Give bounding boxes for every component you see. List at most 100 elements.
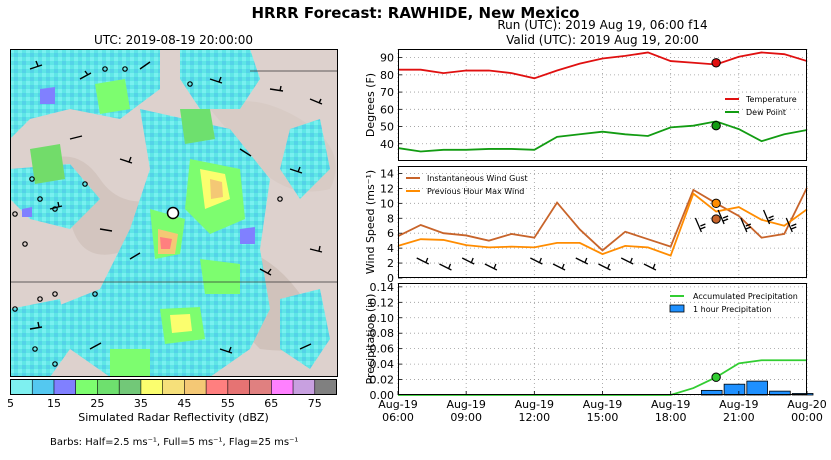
bar	[723, 383, 746, 396]
colorbar-cell	[162, 379, 185, 395]
run-line: Run (UTC): 2019 Aug 19, 06:00 f14	[497, 18, 708, 32]
station-marker	[166, 206, 180, 220]
colorbar-cell	[10, 379, 33, 395]
wind-barbs	[29, 60, 323, 354]
legend-label: Temperature	[745, 95, 797, 104]
colorbar-tick-label: 35	[134, 397, 148, 410]
colorbar-cell	[206, 379, 229, 395]
colorbar-cell	[293, 379, 316, 395]
figure-title: HRRR Forecast: RAWHIDE, New Mexico	[251, 4, 580, 22]
map-frame	[10, 49, 338, 377]
current-marker	[711, 58, 721, 68]
xtick-label: 18:00	[655, 411, 687, 424]
wind-barb	[552, 263, 566, 271]
colorbar-cells	[10, 379, 337, 395]
ytick-label: 4	[387, 242, 394, 255]
wind-barb	[530, 257, 543, 265]
ytick-label: 70	[380, 86, 394, 99]
colorbar-cell	[140, 379, 164, 395]
legend-label: Accumulated Precipitation	[693, 292, 798, 301]
xtick-label: Aug-19	[378, 398, 417, 411]
legend-label: Instantaneous Wind Gust	[427, 174, 528, 183]
bar	[746, 380, 768, 396]
panel-3: 0.00 0.02 0.04 0.06 0.08 0.10 0.12 0.14Precipit…	[364, 281, 814, 402]
ytick-label: 0	[387, 272, 394, 285]
wind-barb	[643, 263, 657, 271]
ytick-label: 40	[380, 138, 394, 151]
xtick-label: 15:00	[587, 411, 619, 424]
colorbar-tick-label: 15	[47, 397, 61, 410]
legend-label: Previous Hour Max Wind	[427, 187, 524, 196]
xtick-label: Aug-20	[787, 398, 826, 411]
current-marker	[711, 372, 721, 382]
colorbar-label: Simulated Radar Reflectivity (dBZ)	[78, 411, 269, 424]
ytick-label: 0.06	[370, 343, 395, 356]
barbs-note: Barbs: Half=2.5 ms⁻¹, Full=5 ms⁻¹, Flag=…	[50, 437, 299, 448]
current-marker	[711, 214, 721, 224]
ytick-label: 50	[380, 121, 394, 134]
ytick-label: 60	[380, 103, 394, 116]
colorbar-cell	[32, 379, 55, 395]
wind-barbs-timeseries	[416, 209, 797, 271]
valid-line: Valid (UTC): 2019 Aug 19, 20:00	[506, 33, 699, 47]
ytick-label: 12	[380, 182, 394, 195]
xtick-label: Aug-19	[583, 398, 622, 411]
colorbar-tick-label: 5	[8, 397, 14, 410]
ytick-label: 90	[380, 52, 394, 65]
ytick-label: 10	[380, 197, 394, 210]
wind-barb	[484, 263, 498, 271]
xtick-label: Aug-19	[446, 398, 485, 411]
colorbar-tick-label: 25	[90, 397, 104, 410]
colorbar-tick-label: 65	[264, 397, 278, 410]
xtick-label: 00:00	[791, 411, 823, 424]
xtick-label: Aug-19	[651, 398, 690, 411]
xtick-label: Aug-19	[515, 398, 554, 411]
colorbar-cell	[314, 379, 337, 395]
radar-echoes	[10, 49, 330, 377]
panel-frame	[398, 166, 807, 278]
current-marker	[711, 198, 721, 209]
ytick-label: 0.12	[370, 296, 395, 309]
legend-swatch	[669, 304, 685, 313]
wind-barb	[598, 263, 611, 271]
xtick-label: 09:00	[450, 411, 482, 424]
colorbar-tick-label: 75	[308, 397, 322, 410]
ytick-label: 0.08	[370, 327, 395, 340]
colorbar: 5 15 25 35 45 55 65 75	[8, 379, 337, 410]
colorbar-cell	[53, 379, 77, 395]
current-marker	[711, 120, 721, 131]
colorbar-cell	[119, 379, 142, 395]
colorbar-ticks: 5 15 25 35 45 55 65 75	[8, 397, 322, 410]
xtick-label: 06:00	[382, 411, 414, 424]
colorbar-cell	[249, 379, 272, 395]
ylabel: Degrees (F)	[364, 73, 377, 137]
wind-barb	[740, 217, 752, 233]
legend-label: Dew Point	[746, 108, 786, 117]
state-borders	[10, 70, 338, 283]
ytick-label: 0.00	[370, 389, 395, 402]
colorbar-tick-label: 45	[177, 397, 191, 410]
colorbar-tick-label: 55	[221, 397, 235, 410]
wind-barb	[575, 257, 589, 265]
wind-barb	[461, 257, 475, 265]
wind-barb	[439, 263, 452, 271]
wind-barb	[620, 257, 634, 265]
map-title: UTC: 2019-08-19 20:00:00	[93, 33, 254, 47]
legend: Instantaneous Wind Gust Previous Hour Max…	[406, 174, 528, 196]
wind-barb	[694, 217, 706, 233]
colorbar-cell	[75, 379, 98, 395]
ytick-label: 80	[380, 69, 394, 82]
legend-label: 1 hour Precipitation	[693, 305, 772, 314]
ylabel: Precipitation (in)	[364, 294, 377, 385]
colorbar-frame	[10, 379, 337, 395]
colorbar-cell	[227, 379, 250, 395]
ytick-label: 8	[387, 212, 394, 225]
panel-frame	[398, 49, 807, 161]
colorbar-cell	[271, 379, 294, 395]
run-info: Run (UTC): 2019 Aug 19, 06:00 f14 Valid …	[398, 18, 807, 48]
ylabel: Wind Speed (ms⁻¹)	[364, 170, 377, 274]
wind-barb	[785, 217, 797, 233]
